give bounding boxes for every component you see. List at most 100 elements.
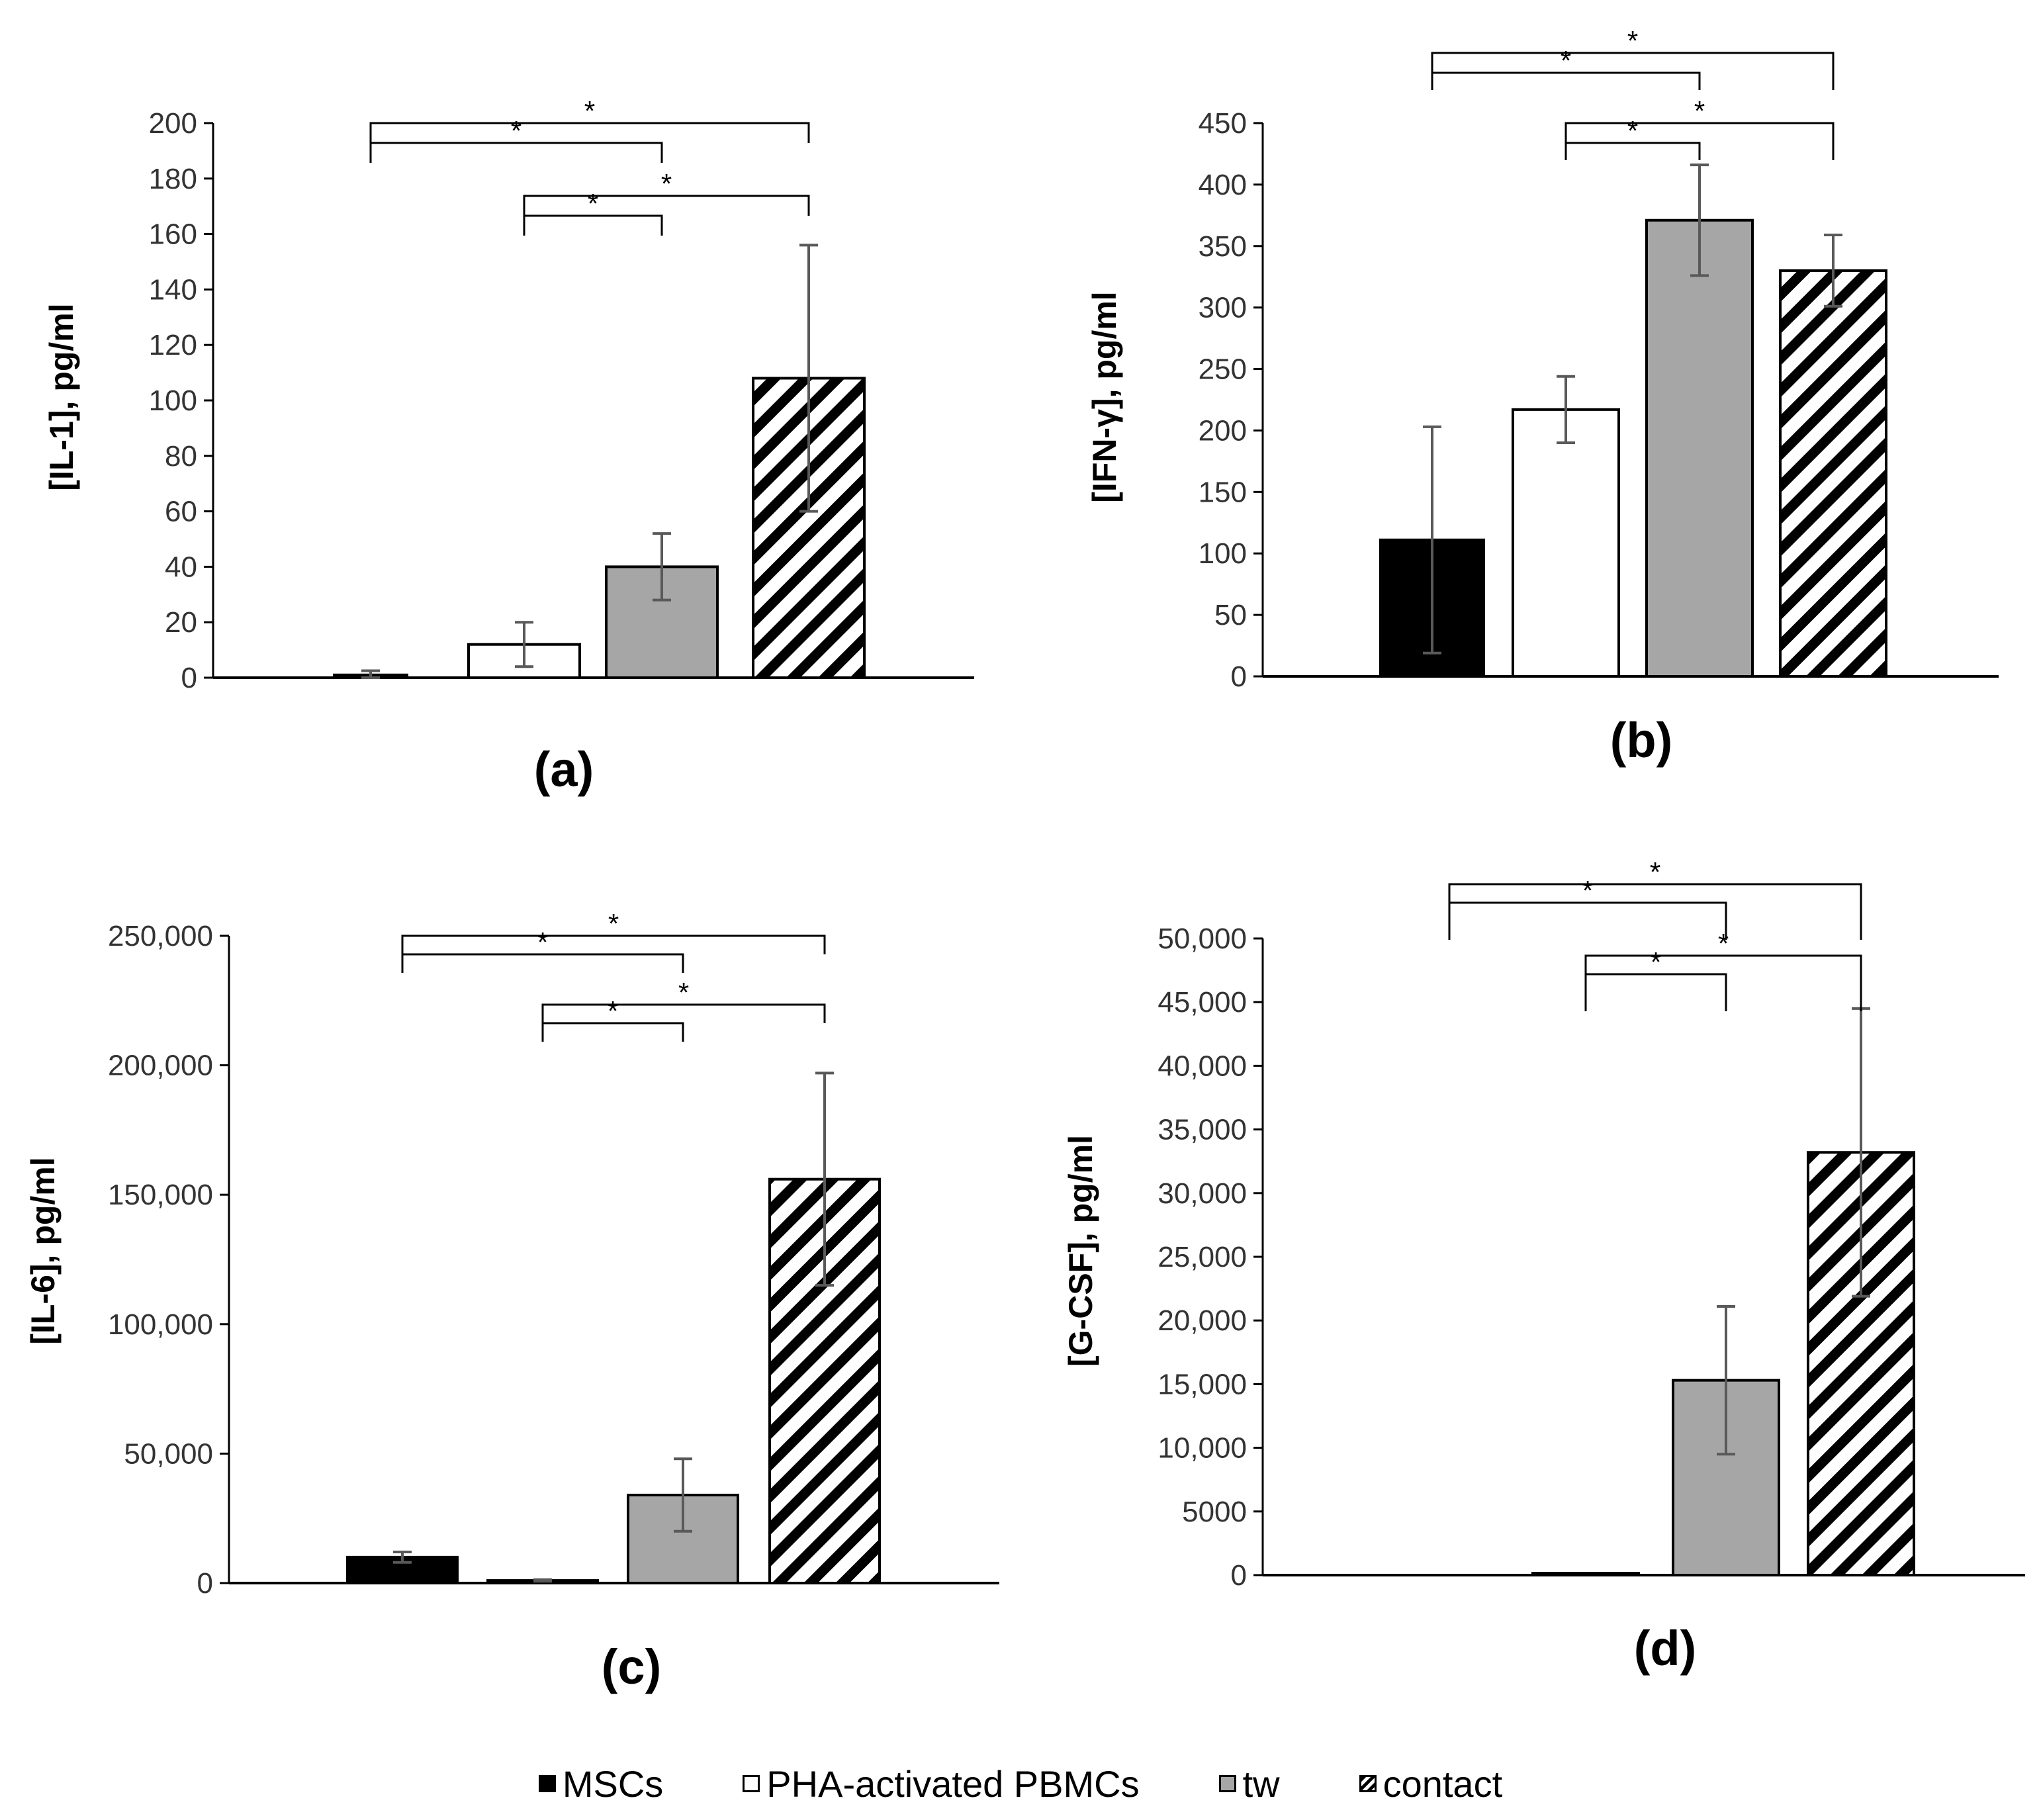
significance-star: * — [584, 95, 595, 126]
bracket-line — [541, 1003, 826, 1023]
bar-pbmcs — [1512, 408, 1620, 678]
significance-bracket: * — [523, 188, 663, 236]
y-tick-label: 200,000 — [108, 1050, 213, 1082]
y-tick-label: 25,000 — [1157, 1241, 1247, 1273]
significance-bracket: * — [401, 927, 684, 973]
legend-swatch-contact — [1359, 1775, 1377, 1792]
bracket-line — [1584, 954, 1862, 1011]
significance-bracket: * — [1431, 25, 1835, 90]
bracket-line — [1448, 883, 1862, 940]
y-tick-label: 40,000 — [1157, 1050, 1247, 1082]
bracket-line — [1431, 71, 1701, 90]
chart-panel-4: 0 5000 10,000 15,000 20,000 25,000 30,000 35,00… — [1062, 856, 2025, 1676]
chart-panel-3: 0 50,000 100,000 150,000 200,000 250,000 * * * * [… — [24, 908, 999, 1694]
significance-star: * — [537, 927, 548, 958]
bracket-line — [1584, 973, 1727, 1011]
y-tick-label: 140 — [149, 273, 197, 306]
bracket-line — [369, 142, 663, 163]
panel-label: (b) — [1610, 713, 1673, 768]
error-bar-contact — [1824, 234, 1842, 308]
legend-label-tw: tw — [1242, 1762, 1280, 1805]
significance-star: * — [1650, 856, 1660, 887]
y-axis-label: [G-CSF], pg/ml — [1062, 1135, 1099, 1367]
significance-bracket: * — [1565, 95, 1835, 160]
bracket-line — [401, 953, 684, 973]
significance-star: * — [1627, 115, 1638, 146]
legend-label-pbmcs: PHA-activated PBMCs — [766, 1762, 1140, 1805]
y-tick-label: 100,000 — [108, 1308, 213, 1341]
bar-tw — [1645, 218, 1754, 678]
significance-star: * — [1694, 95, 1705, 126]
y-tick-label: 400 — [1199, 169, 1247, 201]
y-tick-label: 0 — [1231, 660, 1247, 693]
significance-star: * — [1561, 45, 1571, 76]
chart-panel-1: 0 20 40 60 80 100 120 140 160 180 200 * * * * [IL-1], p… — [43, 95, 974, 797]
y-tick-label: 100 — [149, 385, 197, 417]
y-tick-label: 50,000 — [124, 1437, 213, 1470]
y-tick-label: 0 — [181, 662, 197, 694]
significance-star: * — [608, 995, 618, 1026]
panel-label: (c) — [602, 1639, 661, 1694]
bracket-line — [541, 1022, 684, 1042]
significance-bracket: * — [1448, 856, 1862, 940]
y-tick-label: 20,000 — [1157, 1304, 1247, 1337]
y-tick-label: 10,000 — [1157, 1432, 1247, 1465]
y-tick-label: 0 — [1231, 1559, 1247, 1592]
legend-label-mscs: MSCs — [562, 1762, 664, 1805]
error-bar-mscs — [1423, 425, 1441, 655]
significance-star: * — [511, 115, 522, 146]
bracket-line — [1448, 901, 1727, 940]
legend-swatch-mscs — [538, 1775, 556, 1792]
legend-item-pbmcs: PHA-activated PBMCs — [743, 1762, 1140, 1805]
y-tick-label: 40 — [165, 551, 197, 583]
error-bar-tw — [674, 1457, 692, 1533]
bracket-line — [1565, 142, 1701, 160]
y-tick-label: 50,000 — [1157, 923, 1247, 955]
significance-star: * — [1627, 25, 1638, 56]
y-tick-label: 450 — [1199, 107, 1247, 140]
bracket-line — [523, 195, 810, 216]
chart-panel-2: 0 50 100 150 200 250 300 350 400 450 * * * * [IFN-γ], … — [1086, 25, 1999, 768]
significance-star: * — [1718, 928, 1729, 959]
y-tick-label: 120 — [149, 329, 197, 361]
significance-star: * — [661, 168, 672, 199]
error-bar-mscs — [361, 669, 380, 679]
legend: MSCs PHA-activated PBMCs tw contact — [0, 1754, 2041, 1813]
error-bar-contact — [815, 1071, 834, 1287]
bar-contact — [1779, 269, 1887, 678]
y-axis-label: [IFN-γ], pg/ml — [1086, 291, 1123, 502]
y-tick-label: 250 — [1199, 353, 1247, 386]
significance-bracket: * — [369, 95, 810, 143]
y-axis-label: [IL-1], pg/ml — [43, 303, 80, 490]
y-tick-label: 160 — [149, 218, 197, 251]
bracket-line — [369, 122, 810, 143]
y-tick-label: 45,000 — [1157, 986, 1247, 1019]
y-tick-label: 150,000 — [108, 1179, 213, 1211]
y-tick-label: 35,000 — [1157, 1114, 1247, 1146]
y-tick-label: 200 — [149, 107, 197, 140]
legend-item-contact: contact — [1359, 1762, 1502, 1805]
bracket-line — [401, 934, 826, 954]
error-bar-pbmcs — [533, 1578, 552, 1583]
significance-bracket: * — [1448, 875, 1727, 940]
y-axis-label: [IL-6], pg/ml — [24, 1157, 62, 1344]
significance-bracket: * — [1584, 946, 1727, 1011]
y-tick-label: 5000 — [1182, 1496, 1247, 1528]
significance-star: * — [588, 188, 598, 219]
significance-bracket: * — [369, 115, 663, 163]
significance-bracket: * — [401, 908, 826, 954]
y-tick-label: 300 — [1199, 292, 1247, 324]
error-bar-tw — [653, 532, 671, 602]
legend-item-tw: tw — [1218, 1762, 1280, 1805]
panel-label: (d) — [1634, 1621, 1697, 1676]
y-tick-label: 50 — [1214, 599, 1247, 631]
panel-label: (a) — [534, 742, 594, 797]
significance-star: * — [678, 977, 689, 1008]
bracket-line — [1431, 52, 1835, 90]
y-tick-label: 20 — [165, 606, 197, 639]
significance-bracket: * — [1431, 45, 1701, 90]
y-tick-label: 0 — [197, 1567, 213, 1600]
legend-item-mscs: MSCs — [538, 1762, 664, 1805]
error-bar-pbmcs — [515, 621, 533, 668]
